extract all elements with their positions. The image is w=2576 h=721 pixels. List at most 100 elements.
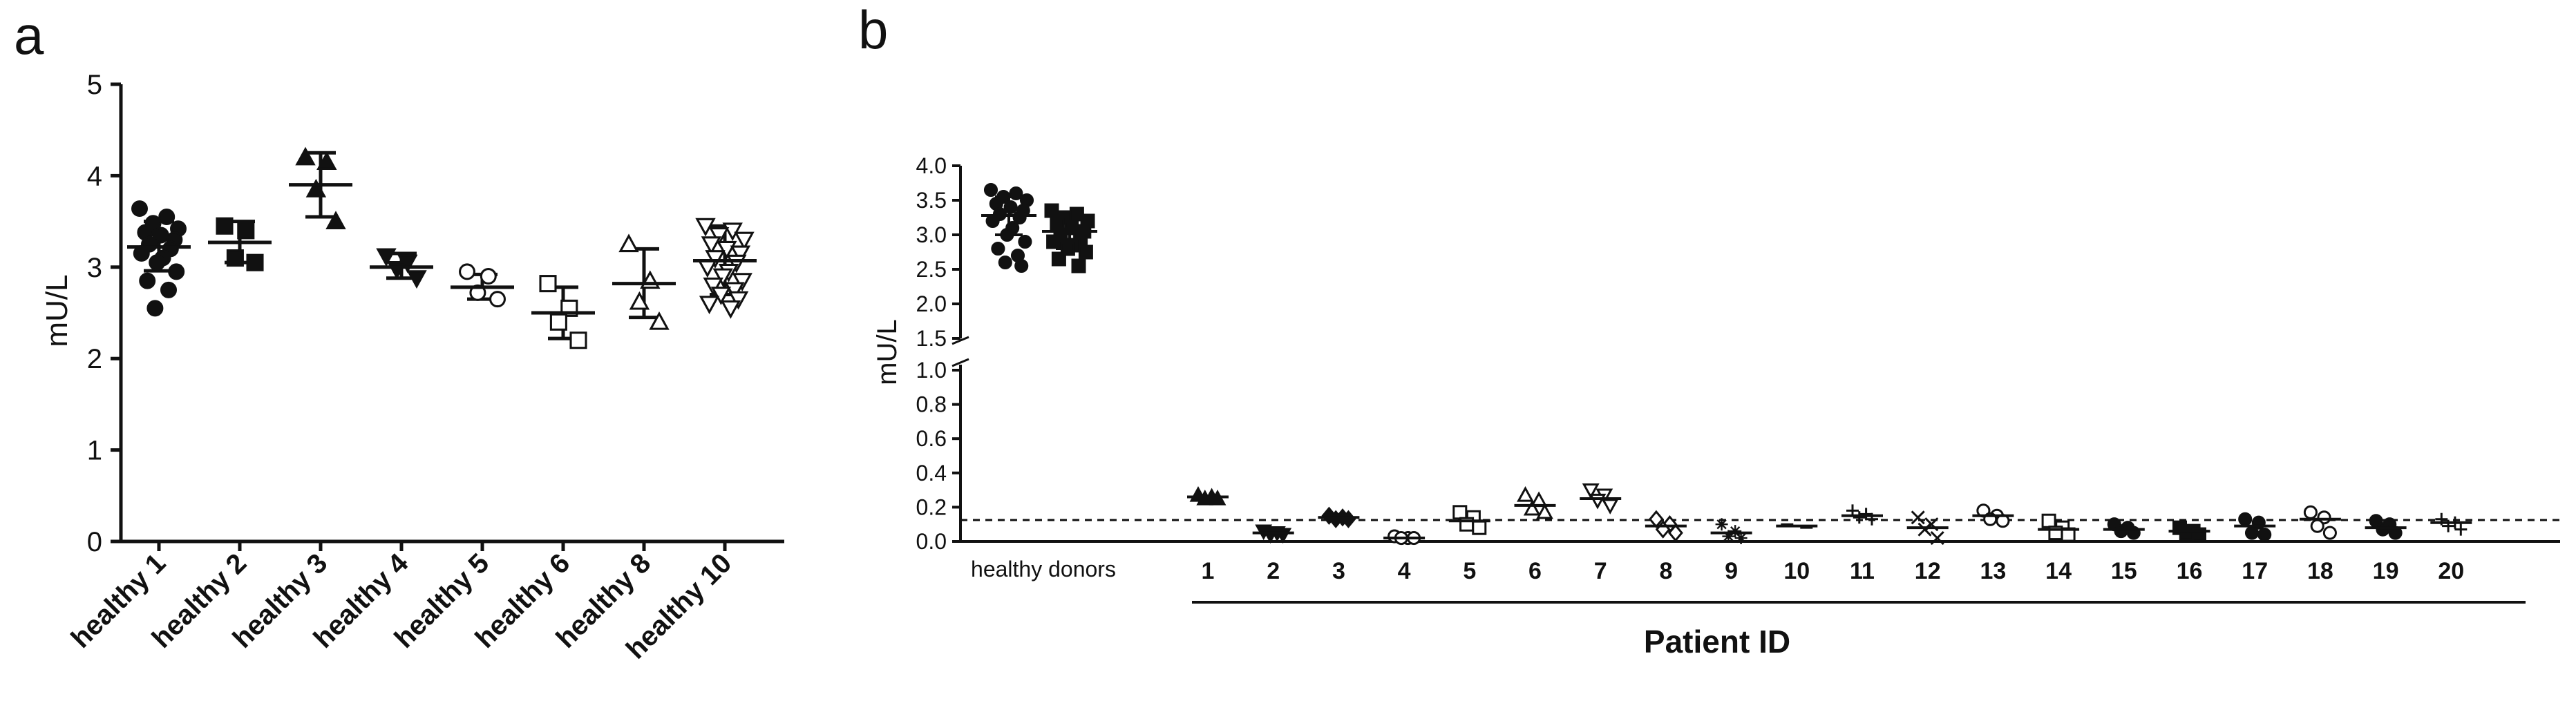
y-tick-label-b: 0.6 — [916, 426, 947, 451]
data-point — [305, 178, 327, 198]
healthy-donors-label: healthy donors — [971, 557, 1116, 581]
data-point — [2454, 523, 2468, 536]
data-point — [139, 272, 156, 289]
healthy-donor-group — [1042, 203, 1097, 273]
data-point — [1018, 234, 1032, 249]
data-point — [489, 291, 506, 308]
data-point — [2114, 524, 2128, 539]
data-point — [728, 291, 749, 310]
patient-id-label: 12 — [1915, 558, 1941, 584]
data-point — [708, 227, 730, 246]
y-tick-label-b: 0.8 — [916, 392, 947, 417]
data-point — [480, 268, 497, 285]
data-point — [1014, 258, 1029, 273]
data-point — [703, 277, 723, 296]
x-axis-label-b: Patient ID — [1644, 624, 1790, 660]
data-point — [699, 296, 720, 315]
patient-9 — [1710, 518, 1752, 545]
patient-12 — [1906, 510, 1949, 546]
data-point — [732, 273, 752, 291]
patient-8 — [1645, 510, 1687, 542]
y-tick-label-b: 3.5 — [916, 188, 947, 213]
data-point — [160, 281, 177, 298]
y-tick-label-b: 2.0 — [916, 291, 947, 316]
patient-id-label: 4 — [1398, 558, 1411, 584]
patient-id-label: 13 — [1980, 558, 2006, 584]
data-point — [705, 250, 726, 269]
data-point — [226, 249, 244, 267]
data-point — [710, 287, 732, 305]
patient-id-label: 19 — [2373, 558, 2399, 584]
data-point — [1911, 510, 1925, 525]
data-point — [2376, 522, 2390, 537]
data-point — [216, 217, 234, 235]
data-point — [237, 222, 255, 240]
y-tick-label-b: 0.4 — [916, 461, 947, 486]
data-point — [1930, 530, 1944, 546]
data-point — [629, 291, 650, 310]
healthy-donor-group — [981, 182, 1036, 273]
patient-2 — [1252, 524, 1294, 544]
patient-id-label: 3 — [1332, 558, 1345, 584]
data-point — [1536, 503, 1553, 519]
patient-10 — [1776, 523, 1818, 529]
patient-13 — [1972, 503, 2014, 528]
axis-break-mark-2 — [951, 358, 969, 367]
y-tick-label-b: 4.0 — [916, 153, 947, 178]
axis-break-mark — [951, 336, 969, 345]
patient-id-label: 6 — [1528, 558, 1542, 584]
data-point — [2303, 505, 2318, 519]
series-healthy-10 — [693, 218, 757, 319]
data-point — [158, 208, 176, 225]
patient-17 — [2234, 512, 2276, 542]
panel-label-a: a — [14, 5, 44, 66]
data-point — [1078, 244, 1093, 260]
data-point — [1000, 227, 1014, 242]
data-point — [1734, 532, 1748, 545]
data-point — [2322, 526, 2337, 540]
data-point — [246, 253, 264, 271]
data-point — [991, 241, 1005, 256]
data-point — [618, 233, 639, 253]
series-healthy-8 — [612, 233, 676, 330]
patient-18 — [2299, 505, 2341, 540]
data-point — [1472, 520, 1487, 535]
data-point — [1003, 200, 1018, 215]
data-point — [712, 268, 733, 287]
patient-4 — [1383, 529, 1426, 546]
data-point — [376, 248, 397, 267]
panel-label-b: b — [858, 0, 888, 60]
y-tick-label-b: 3.0 — [916, 222, 947, 247]
data-point — [1523, 499, 1541, 516]
patient-19 — [2365, 514, 2407, 540]
data-point — [697, 259, 718, 278]
series-healthy-5 — [451, 263, 514, 308]
y-tick-label-a: 4 — [87, 161, 102, 191]
data-point — [1009, 186, 1023, 201]
data-point — [1582, 483, 1600, 499]
patient-id-label: 1 — [1202, 558, 1215, 584]
patient-id-label: 9 — [1725, 558, 1738, 584]
series-healthy-4 — [370, 248, 433, 289]
data-point — [539, 275, 557, 293]
data-point — [1452, 505, 1468, 520]
data-point — [695, 218, 716, 237]
data-point — [146, 300, 164, 317]
chart-panel-b: 1.5 2.0 2.5 3.0 3.5 4.0 0.0 0.2 0.4 0.6 0.8 1.0 mU/… — [872, 153, 2560, 660]
data-point — [295, 146, 316, 166]
data-point — [2041, 513, 2056, 528]
patient-5 — [1448, 505, 1490, 535]
y-tick-label-b: 2.5 — [916, 257, 947, 282]
patient-id-label: 5 — [1463, 558, 1476, 584]
patient-id-label: 7 — [1594, 558, 1607, 584]
data-point — [2257, 528, 2272, 542]
y-tick-label-a: 1 — [87, 436, 102, 466]
data-point — [649, 311, 670, 330]
patient-3 — [1318, 506, 1360, 528]
data-point — [2244, 526, 2260, 540]
data-point — [983, 182, 998, 198]
data-point — [1046, 234, 1061, 249]
data-point — [2179, 526, 2194, 541]
